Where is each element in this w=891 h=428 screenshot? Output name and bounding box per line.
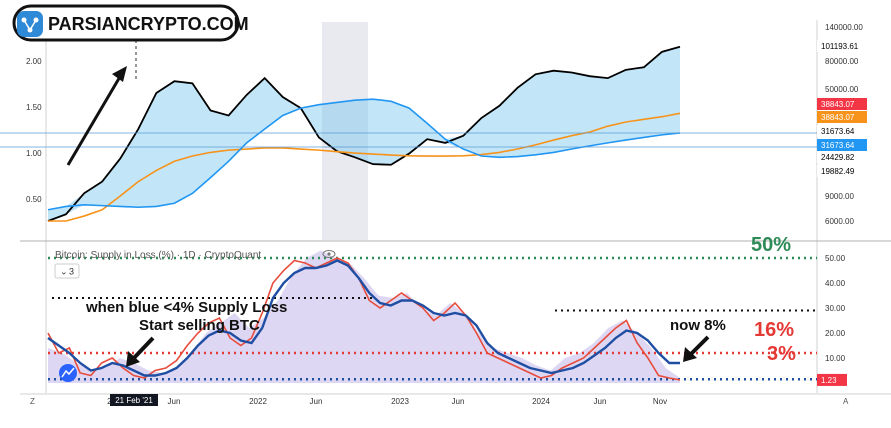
crosshair-date-tag (110, 394, 158, 406)
left-axis-ticks: 2.00 1.50 1.00 0.50 (26, 57, 42, 204)
corner-right-label[interactable]: A (843, 397, 849, 406)
x-tick-label: 2023 (391, 397, 409, 406)
last-value-text: 1.23 (821, 376, 837, 385)
bottom-tick-label: 20.00 (825, 329, 846, 338)
band-fill (48, 46, 680, 221)
left-tick-label: 1.50 (26, 103, 42, 112)
price-tag: 101193.61 (817, 40, 867, 52)
supply-loss-blue-line (47, 259, 680, 377)
left-tick-label: 0.50 (26, 195, 42, 204)
x-tick-label: Jun (594, 397, 607, 406)
price-tags: 101193.61 38843.07 38843.07 31673.64 31673.6… (817, 40, 867, 177)
bottom-series-group (47, 257, 681, 381)
bottom-tick-label: 10.00 (825, 354, 846, 363)
logo-icon (17, 11, 43, 37)
price-line (47, 45, 681, 222)
x-tick-label: Jun (310, 397, 323, 406)
x-tick-label: 2022 (249, 397, 267, 406)
right-axis-ticks: 140000.0080000.0050000.0031673.649000.00… (825, 23, 863, 226)
chart-widget-icon[interactable] (59, 364, 77, 382)
x-tick-label: Jun (452, 397, 465, 406)
x-tick-label: Jun (168, 397, 181, 406)
collapse-count: 3 (69, 267, 74, 277)
supply-loss-red-line (47, 257, 681, 381)
price-tag-text: 38843.07 (821, 113, 855, 122)
price-tag: 38843.07 (817, 98, 867, 110)
arrow-up-annotation (66, 66, 127, 166)
annotation-50pct: 50% (751, 234, 791, 256)
chevron-down-icon: ⌄ (60, 267, 68, 277)
top-panel (48, 20, 817, 241)
annotation-3pct: 3% (767, 343, 796, 365)
annotation-line1: when blue <4% Supply Loss (85, 299, 287, 316)
x-tick-label: Nov (653, 397, 667, 406)
price-tag: 19882.49 (817, 165, 867, 177)
price-tag: 31673.64 (817, 139, 867, 151)
crosshair-date-text: 21 Feb '21 (115, 396, 153, 405)
bottom-tick-label: 30.00 (825, 304, 846, 313)
corner-left-label[interactable]: Z (30, 397, 35, 406)
bottom-tick-label: 40.00 (825, 279, 846, 288)
annotation-line2: Start selling BTC (139, 317, 260, 334)
bottom-tick-label: 50.00 (825, 254, 846, 263)
x-axis-ticks: 2021Jun2022Jun2023Jun2024JunNov (107, 397, 667, 406)
last-value-tag: 1.23 (817, 373, 847, 386)
right-tick-label: 9000.00 (825, 192, 854, 201)
collapse-button[interactable]: ⌄ 3 (54, 263, 80, 279)
logo: PARSIANCRYPTO.COM (12, 4, 249, 42)
band-line (47, 98, 681, 211)
left-tick-label: 1.00 (26, 149, 42, 158)
price-tag-text: 24429.82 (821, 153, 855, 162)
bear-market-highlight (322, 22, 368, 240)
band-fill-group (48, 46, 680, 221)
price-tag-text: 31673.64 (821, 127, 855, 136)
right-tick-label: 6000.00 (825, 217, 854, 226)
arrow-now-annotation (683, 335, 710, 362)
arrow-down-left-annotation (126, 336, 155, 367)
eye-icon[interactable] (322, 250, 336, 258)
price-tag: 38843.07 (817, 111, 867, 123)
price-tag: 24429.82 (817, 151, 867, 163)
realized-price-line (48, 112, 681, 222)
price-tag: 31673.64 (817, 125, 867, 137)
price-tag-text: 101193.61 (821, 42, 859, 51)
supply-loss-area (48, 250, 680, 383)
right-tick-label: 80000.00 (825, 57, 859, 66)
reference-lines (48, 256, 817, 381)
indicator-title: Bitcoin: Supply in Loss (%) · 1D · Crypt… (55, 250, 261, 261)
right-tick-label: 140000.00 (825, 23, 863, 32)
supply-loss-area-fill (48, 250, 680, 383)
x-tick-label: 2024 (532, 397, 550, 406)
right-tick-label: 50000.00 (825, 85, 859, 94)
price-tag-text: 19882.49 (821, 167, 855, 176)
logo-text: PARSIANCRYPTO.COM (48, 14, 249, 34)
bottom-axis-ticks: 50.00 40.00 30.00 20.00 10.00 1.23 (817, 254, 847, 386)
price-tag-text: 31673.64 (821, 141, 855, 150)
annotation-now: now 8% (670, 317, 726, 334)
left-tick-label: 2.00 (26, 57, 42, 66)
price-tag-text: 38843.07 (821, 100, 855, 109)
annotation-16pct: 16% (754, 319, 794, 341)
top-series-group (0, 45, 817, 222)
